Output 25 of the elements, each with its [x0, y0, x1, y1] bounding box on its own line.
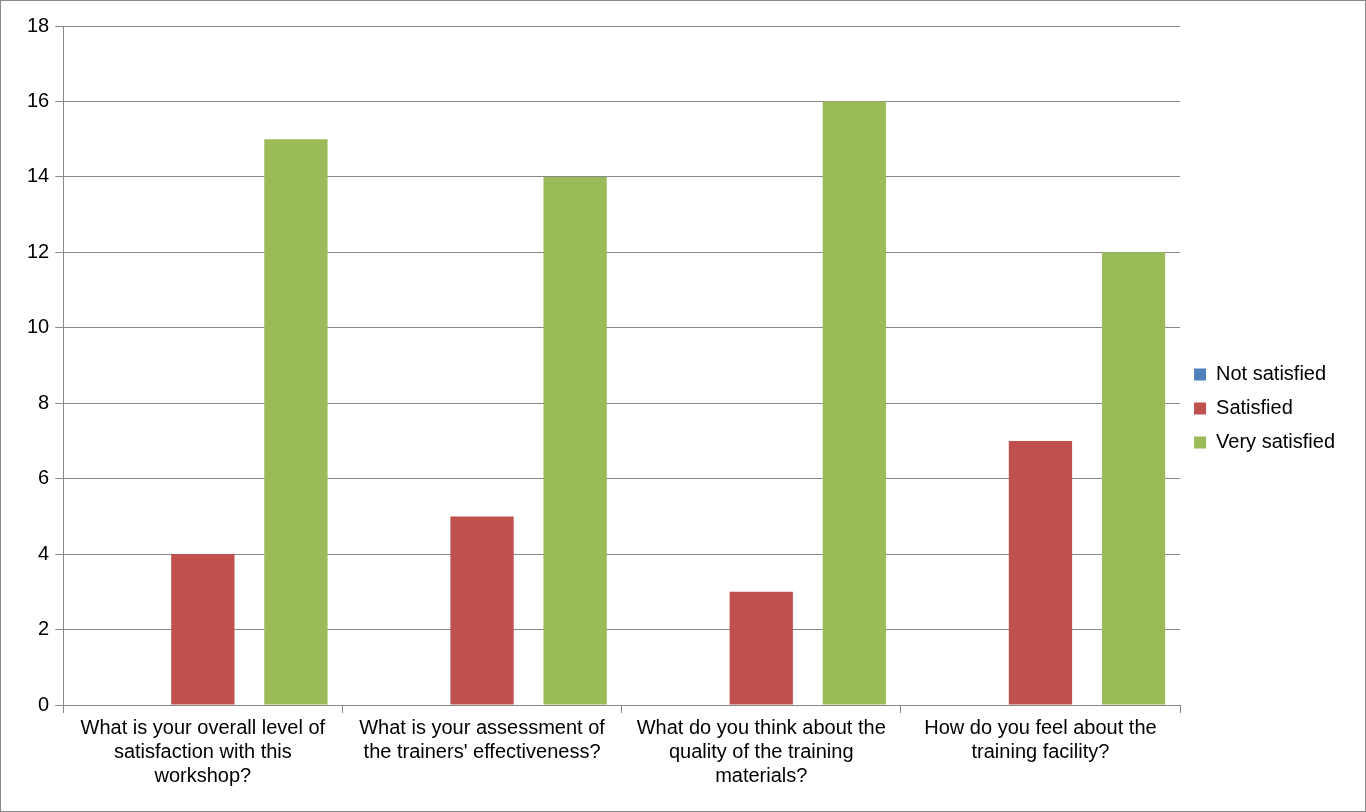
bar: [729, 591, 793, 705]
y-tick-label: 4: [38, 541, 50, 564]
x-tick-label: What is your assessment of the trainers' effectiveness?: [359, 715, 606, 762]
y-tick-label: 10: [27, 315, 50, 338]
bar: [171, 554, 235, 705]
bar: [543, 176, 607, 705]
y-tick-label: 12: [27, 239, 50, 262]
bar: [450, 516, 514, 705]
legend-label: Very satisfied: [1216, 430, 1336, 453]
x-tick-label: What is your overall level of satisfaction with this workshop?: [80, 715, 326, 786]
y-tick-label: 14: [27, 164, 50, 187]
y-tick-label: 2: [38, 617, 50, 640]
y-tick-label: 8: [38, 390, 50, 413]
y-tick-label: 6: [38, 466, 50, 489]
bar: [822, 101, 886, 705]
x-tick-label: How do you feel about the training facility?: [924, 715, 1157, 762]
bar: [1101, 252, 1166, 705]
bar: [1008, 440, 1073, 705]
y-tick-label: 16: [27, 88, 50, 111]
legend-label: Satisfied: [1216, 396, 1293, 419]
y-tick-label: 0: [38, 692, 50, 715]
bar: [264, 139, 328, 705]
x-tick-label: What do you think about the quality of the training materials?: [636, 715, 886, 786]
y-tick-label: 18: [27, 13, 50, 36]
legend-label: Not satisfied: [1216, 362, 1327, 385]
